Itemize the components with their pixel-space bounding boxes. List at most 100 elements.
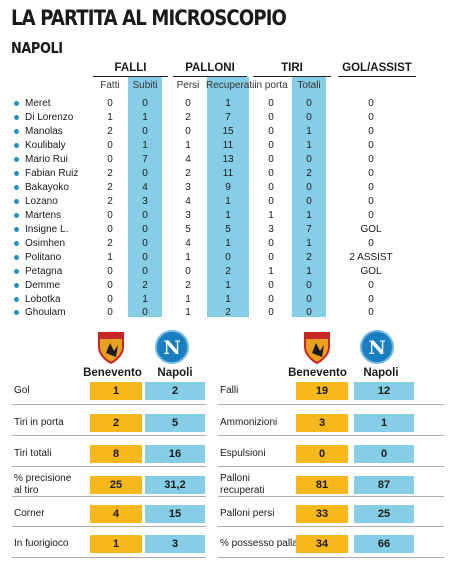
stat-value-home: 1 (90, 382, 142, 400)
cell-inporta: 3 (268, 224, 274, 235)
cell-gol: 0 (368, 210, 374, 221)
stat-label: % possesso palla (220, 538, 298, 549)
group-header-falli: FALLI (93, 62, 168, 77)
cell-persi: 1 (185, 294, 191, 305)
player-name: Politano (25, 252, 62, 263)
cell-fatti: 0 (107, 140, 113, 151)
cell-recuperati: 13 (222, 154, 234, 165)
cell-fatti: 2 (107, 182, 113, 193)
stat-value-home: 25 (90, 476, 142, 494)
divider (218, 557, 444, 558)
stat-value-away: 0 (354, 445, 414, 463)
highlight-band-recuperati (207, 77, 249, 317)
player-name: Petagna (25, 266, 63, 277)
cell-fatti: 0 (107, 210, 113, 221)
cell-fatti: 2 (107, 126, 113, 137)
divider (12, 526, 206, 527)
cell-inporta: 1 (268, 266, 274, 277)
cell-totali: 2 (306, 252, 312, 263)
bullet-icon (14, 227, 19, 232)
subheader-totali: Totali (297, 80, 321, 91)
subheader-in-porta: in porta (254, 80, 288, 91)
stat-value-away: 12 (354, 382, 414, 400)
subheader-fatti: Fatti (100, 80, 120, 91)
bullet-icon (14, 143, 19, 148)
player-row: Osimhen 2 0 4 1 0 1 0 (0, 237, 454, 250)
team-name-home: Benevento (83, 367, 142, 379)
cell-totali: 0 (306, 182, 312, 193)
stat-value-home: 0 (296, 445, 348, 463)
bullet-icon (14, 185, 19, 190)
bullet-icon (14, 213, 19, 218)
divider (12, 435, 206, 436)
stat-label: al tiro (14, 485, 39, 496)
cell-gol: 0 (368, 126, 374, 137)
player-row: Insigne L. 0 0 5 5 3 7 GOL (0, 223, 454, 236)
cell-persi: 0 (185, 126, 191, 137)
cell-gol: 0 (368, 112, 374, 123)
cell-inporta: 0 (268, 140, 274, 151)
cell-totali: 0 (306, 154, 312, 165)
divider (218, 404, 444, 405)
cell-inporta: 0 (268, 196, 274, 207)
player-row: Demme 0 2 2 1 0 0 0 (0, 279, 454, 292)
stat-value-away: 25 (354, 505, 414, 523)
player-row: Bakayoko 2 4 3 9 0 0 0 (0, 181, 454, 194)
team-name-away: Napoli (363, 367, 399, 379)
benevento-crest-icon (304, 332, 330, 365)
cell-persi: 4 (185, 238, 191, 249)
player-name: Bakayoko (25, 182, 69, 193)
cell-inporta: 0 (268, 168, 274, 179)
cell-fatti: 0 (107, 266, 113, 277)
cell-totali: 7 (306, 224, 312, 235)
team-name-home: Benevento (288, 367, 347, 379)
divider (218, 526, 444, 527)
cell-gol: 0 (368, 280, 374, 291)
player-name: Martens (25, 210, 62, 221)
cell-gol: 0 (368, 168, 374, 179)
stat-label: Tiri in porta (14, 417, 64, 428)
cell-totali: 0 (306, 196, 312, 207)
cell-inporta: 0 (268, 154, 274, 165)
cell-recuperati: 5 (225, 224, 231, 235)
stat-label: % precisione (14, 473, 72, 484)
cell-persi: 2 (185, 168, 191, 179)
stat-value-away: 5 (145, 414, 205, 432)
highlight-band-subiti (128, 77, 162, 317)
cell-totali: 0 (306, 98, 312, 109)
stat-label: In fuorigioco (14, 538, 69, 549)
stat-label: Espulsioni (220, 448, 266, 459)
player-row: Mario Rui 0 7 4 13 0 0 0 (0, 153, 454, 166)
stat-value-away: 16 (145, 445, 205, 463)
cell-gol: 0 (368, 307, 374, 318)
player-name: Insigne L. (25, 224, 69, 235)
stat-value-home: 81 (296, 476, 348, 494)
player-name: Manolas (25, 126, 63, 137)
cell-subiti: 2 (142, 280, 148, 291)
subheader-persi: Persi (176, 80, 200, 91)
bullet-icon (14, 241, 19, 246)
stat-value-away: 15 (145, 505, 205, 523)
page-title: LA PARTITA AL MICROSCOPIO (11, 6, 287, 30)
cell-inporta: 0 (268, 280, 274, 291)
stat-value-home: 33 (296, 505, 348, 523)
cell-inporta: 0 (268, 252, 274, 263)
cell-gol: GOL (360, 266, 382, 277)
stat-value-away: 66 (354, 535, 414, 553)
stat-label: Corner (14, 508, 45, 519)
stat-value-home: 19 (296, 382, 348, 400)
cell-subiti: 0 (142, 168, 148, 179)
cell-persi: 4 (185, 196, 191, 207)
stat-label: Tiri totali (14, 448, 52, 459)
group-header-tiri: TIRI (253, 62, 331, 77)
cell-persi: 5 (185, 224, 191, 235)
cell-inporta: 0 (268, 112, 274, 123)
cell-gol: 0 (368, 182, 374, 193)
cell-recuperati: 1 (225, 294, 231, 305)
divider (218, 496, 444, 497)
group-header-palloni: PALLONI (173, 62, 247, 77)
stat-label: recuperati (220, 485, 265, 496)
cell-gol: 0 (368, 196, 374, 207)
cell-recuperati: 0 (225, 252, 231, 263)
bullet-icon (14, 255, 19, 260)
